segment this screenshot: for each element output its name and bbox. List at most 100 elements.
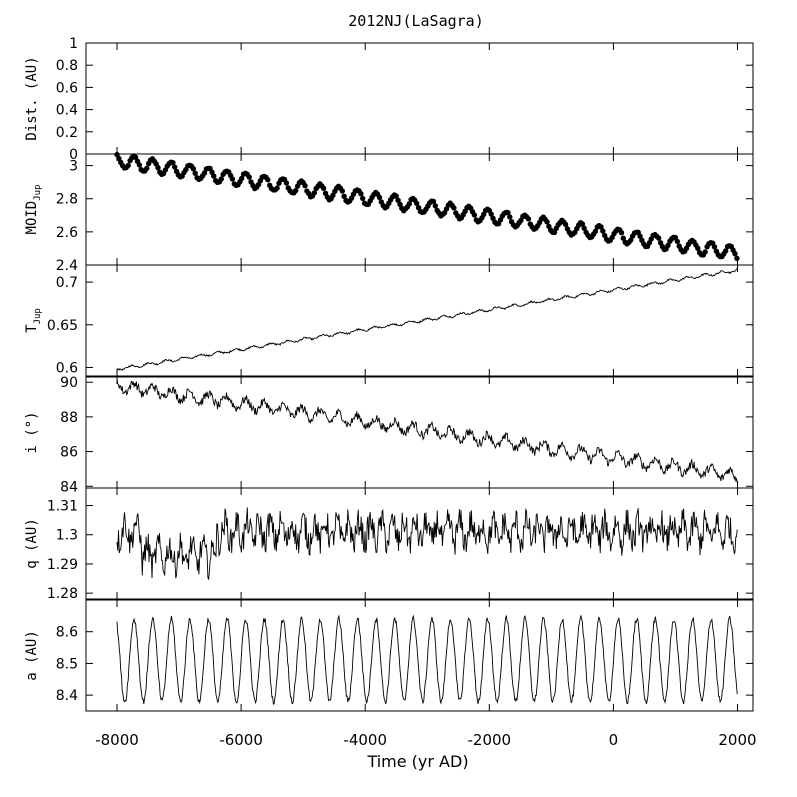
data-point [302,183,308,189]
y-tick-label: 0.65 [47,318,78,334]
data-point [430,198,437,205]
data-point [293,187,299,194]
x-axis-label: Time (yr AD) [366,752,468,771]
y-tick-label: 8.5 [56,656,78,672]
data-point [265,177,271,183]
data-point [674,238,680,245]
y-tick-label: 0.4 [56,103,78,119]
data-point [551,229,558,236]
y-tick-label: 0.6 [56,80,78,96]
data-point [544,219,550,225]
data-point [320,185,327,191]
data-point [170,160,176,166]
data-point [211,173,217,179]
data-point [665,242,671,249]
y-axis-label: a (AU) [24,630,40,681]
data-point [341,193,347,199]
data-point [488,211,494,217]
x-tick-label: 0 [609,731,619,749]
data-point [406,201,412,207]
data-point [192,170,198,176]
data-point [144,165,150,171]
data-point [125,162,131,169]
y-tick-label: 86 [60,445,78,461]
y-tick-label: 0.6 [56,360,78,376]
data-point [618,230,625,236]
data-point [201,170,208,176]
series-line-incl [116,378,738,483]
data-point [579,221,586,227]
y-tick-label: 1 [69,36,78,52]
data-point [330,192,336,198]
data-point [525,216,532,222]
y-tick-label: 8.6 [56,625,78,641]
panels: 0 0.2 0.4 0.6 0.8 1 Dist. (AU) 2.4 2.6 2.8 3 MOIDJu… [24,36,757,749]
data-point [598,224,604,230]
panel-dist: 0 0.2 0.4 0.6 0.8 1 Dist. (AU) [24,36,754,163]
y-tick-label: 1.3 [56,528,78,544]
y-tick-label: 1.29 [47,557,78,573]
data-point [360,195,366,202]
data-point [395,197,401,203]
y-tick-label: 0.8 [56,58,78,74]
x-tick-label: -2000 [468,731,512,749]
y-axis-label: TJup [24,308,43,333]
panel-q: 1.28 1.29 1.3 1.31 q (AU) [24,487,754,602]
y-tick-label: 2.8 [56,192,78,208]
panel-moid: 2.4 2.6 2.8 3 MOIDJup [24,151,754,274]
x-tick-label: 2000 [718,731,756,749]
y-tick-label: 88 [60,410,78,426]
data-point [190,166,196,172]
panel-frame [85,376,754,489]
panel-frame [85,599,754,712]
series-line-tjup [116,268,738,372]
data-point [376,194,383,201]
y-axis-label: q (AU) [24,518,40,569]
data-point [155,165,161,171]
y-tick-label: 1.28 [47,586,78,602]
panel-frame [85,42,754,155]
y-tick-label: 0 [69,147,78,163]
data-point [637,233,643,239]
data-point [734,255,740,261]
data-point [246,174,252,180]
y-axis-label: MOIDJup [24,185,43,235]
data-point [711,244,718,250]
data-point [732,251,738,257]
y-tick-label: 84 [60,479,78,495]
data-point [393,193,399,199]
data-point [656,235,662,241]
y-tick-label: 0.7 [56,275,78,291]
figure-title: 2012NJ(LaSagra) [348,12,483,30]
x-tick-label: -8000 [95,731,139,749]
data-point [581,225,587,231]
panel-a: 8.4 8.5 8.6 -8000 -6000 -4000 -2000 0 2000 a (AU) [24,599,757,749]
y-axis-label: i (°) [24,411,40,453]
y-tick-label: 2.6 [56,225,78,241]
data-point [432,203,438,209]
x-tick-label: -4000 [343,731,387,749]
panel-incl: 84 86 88 90 i (°) [24,375,754,495]
data-point [620,235,626,241]
data-point [339,188,345,194]
panel-frame [85,487,754,600]
data-point [274,185,280,191]
data-point [218,176,224,182]
data-point [562,221,569,228]
data-point [507,214,513,220]
data-point [239,175,245,182]
data-point [136,162,143,168]
y-tick-label: 2.4 [56,258,78,274]
series-line-q [116,507,738,580]
data-point [172,164,178,170]
data-point [505,210,511,216]
data-point [592,228,599,234]
data-point [414,200,420,207]
data-point [311,190,317,196]
x-tick-label: -6000 [219,731,263,749]
data-point [695,245,701,251]
data-point [702,249,708,255]
data-point [358,191,364,197]
data-point [471,212,478,218]
data-point [451,205,457,211]
